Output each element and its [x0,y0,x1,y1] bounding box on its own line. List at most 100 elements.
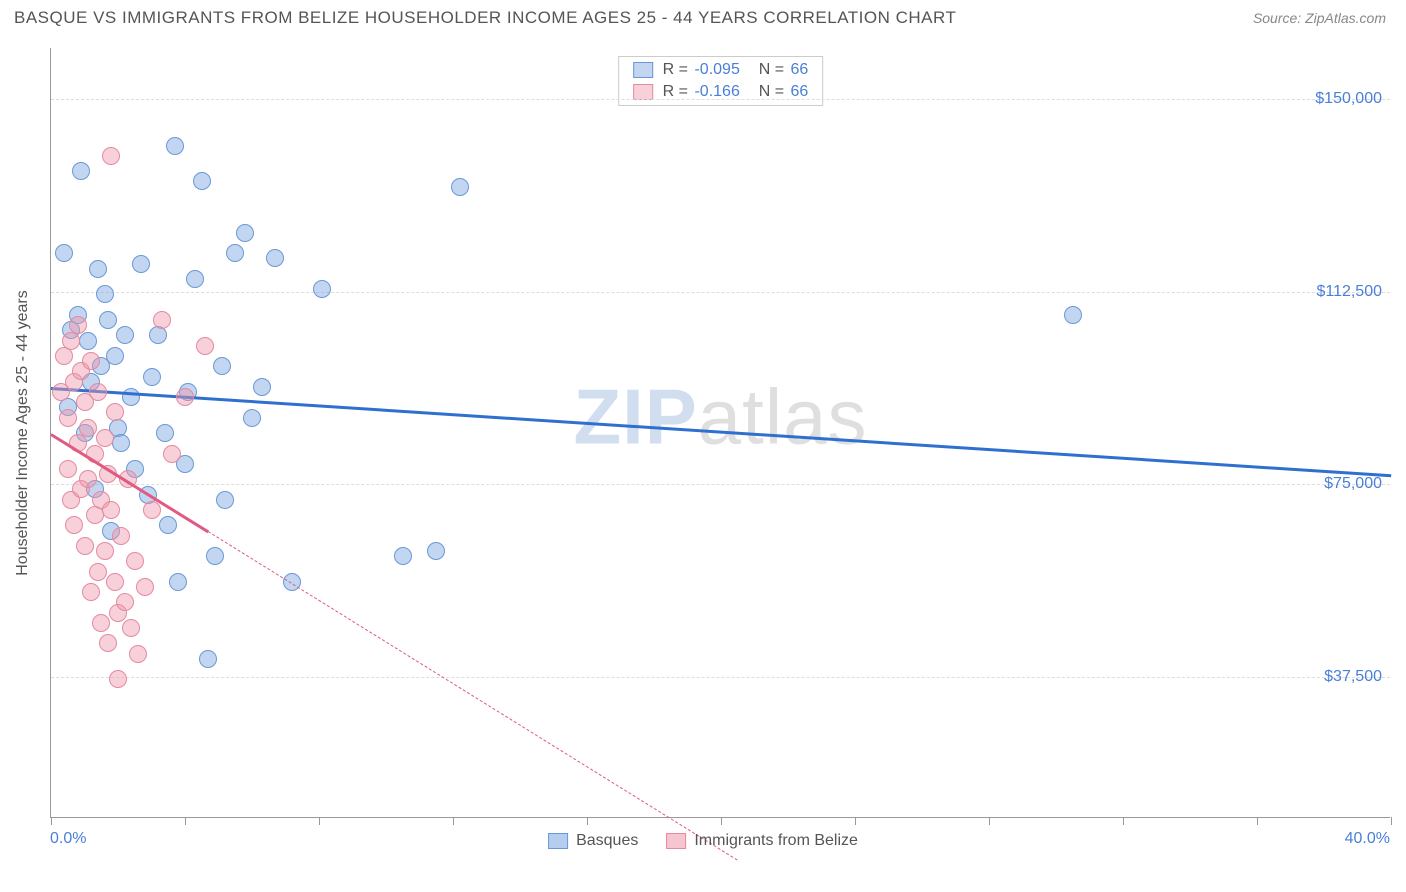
data-point [59,460,77,478]
data-point [153,311,171,329]
data-point [143,501,161,519]
data-point [143,368,161,386]
data-point [206,547,224,565]
y-tick-label: $75,000 [1324,475,1382,493]
legend-swatch [633,62,653,78]
trend-line [51,387,1391,477]
data-point [226,244,244,262]
data-point [1064,306,1082,324]
stat-r-label: R = -0.166 [663,83,740,101]
x-tick [1391,817,1392,825]
x-tick [989,817,990,825]
data-point [266,249,284,267]
source-label: Source: ZipAtlas.com [1253,10,1386,26]
data-point [169,573,187,591]
data-point [112,527,130,545]
data-point [427,542,445,560]
stats-legend-row: R = -0.095 N = 66 [619,59,823,81]
watermark: ZIPatlas [573,372,867,463]
gridline [51,677,1390,678]
y-tick-label: $112,500 [1316,283,1382,301]
data-point [79,332,97,350]
data-point [96,542,114,560]
data-point [116,326,134,344]
x-tick [721,817,722,825]
stat-n-label: N = 66 [750,61,808,79]
data-point [92,614,110,632]
data-point [96,285,114,303]
data-point [82,583,100,601]
data-point [82,352,100,370]
x-tick [51,817,52,825]
series-legend: Basques Immigrants from Belize [548,832,858,850]
data-point [89,260,107,278]
data-point [122,388,140,406]
data-point [116,593,134,611]
legend-swatch [548,833,568,849]
y-tick-label: $150,000 [1315,90,1382,108]
x-tick [319,817,320,825]
data-point [451,178,469,196]
chart-title: BASQUE VS IMMIGRANTS FROM BELIZE HOUSEHO… [14,8,956,28]
data-point [253,378,271,396]
x-tick [855,817,856,825]
data-point [96,429,114,447]
legend-label: Basques [576,832,638,850]
x-tick [1257,817,1258,825]
data-point [199,650,217,668]
data-point [76,537,94,555]
data-point [156,424,174,442]
data-point [129,645,147,663]
watermark-right: atlas [698,373,868,461]
legend-swatch [666,833,686,849]
data-point [62,332,80,350]
stat-r-label: R = -0.095 [663,61,740,79]
legend-item: Immigrants from Belize [666,832,858,850]
data-point [126,552,144,570]
data-point [109,670,127,688]
data-point [122,619,140,637]
data-point [99,634,117,652]
x-tick [1123,817,1124,825]
legend-label: Immigrants from Belize [694,832,858,850]
data-point [89,563,107,581]
watermark-left: ZIP [573,373,697,461]
data-point [186,270,204,288]
data-point [55,347,73,365]
data-point [176,388,194,406]
data-point [55,244,73,262]
data-point [213,357,231,375]
y-tick-label: $37,500 [1324,668,1382,686]
data-point [106,403,124,421]
data-point [149,326,167,344]
legend-swatch [633,84,653,100]
data-point [106,573,124,591]
data-point [216,491,234,509]
data-point [102,147,120,165]
chart-header: BASQUE VS IMMIGRANTS FROM BELIZE HOUSEHO… [0,0,1406,32]
data-point [243,409,261,427]
data-point [394,547,412,565]
data-point [236,224,254,242]
data-point [79,419,97,437]
data-point [132,255,150,273]
data-point [136,578,154,596]
data-point [65,516,83,534]
gridline [51,484,1390,485]
data-point [112,434,130,452]
stat-n-label: N = 66 [750,83,808,101]
data-point [196,337,214,355]
x-tick [587,817,588,825]
data-point [193,172,211,190]
data-point [166,137,184,155]
scatter-chart: Householder Income Ages 25 - 44 years ZI… [50,48,1390,818]
data-point [79,470,97,488]
data-point [106,347,124,365]
gridline [51,99,1390,100]
data-point [59,409,77,427]
data-point [102,501,120,519]
data-point [72,162,90,180]
x-start-label: 0.0% [50,830,86,848]
legend-item: Basques [548,832,638,850]
data-point [99,311,117,329]
